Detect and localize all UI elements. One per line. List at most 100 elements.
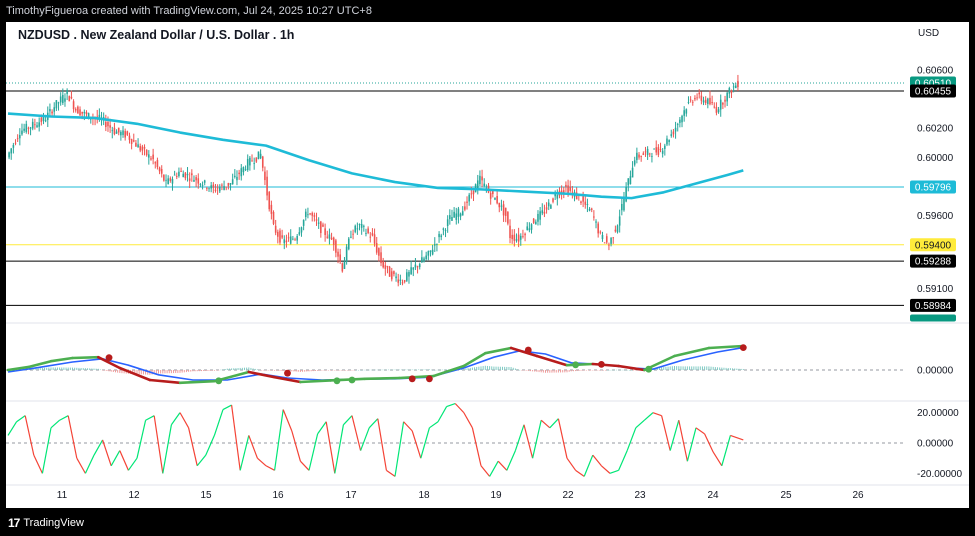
- macd-histogram-bar: [484, 365, 486, 370]
- candle-body: [664, 145, 666, 149]
- candle-body: [66, 89, 68, 94]
- price-axis-label-box: [910, 180, 956, 194]
- candle-body: [201, 185, 204, 186]
- macd-histogram-bar: [175, 370, 177, 373]
- macd-histogram-bar: [216, 370, 218, 371]
- macd-cross-dot[interactable]: [215, 377, 223, 385]
- macd-cross-dot[interactable]: [524, 346, 532, 354]
- macd-histogram-bar: [405, 369, 407, 371]
- macd-histogram-bar: [669, 366, 671, 370]
- macd-histogram-bar: [626, 369, 628, 371]
- macd-histogram-bar: [244, 367, 245, 370]
- macd-cross-dot[interactable]: [105, 354, 113, 361]
- macd-histogram-bar: [106, 370, 108, 371]
- macd-cross-dot[interactable]: [645, 365, 653, 373]
- macd-histogram-bar: [706, 366, 708, 370]
- candle-body: [436, 244, 438, 245]
- candle-body: [627, 178, 630, 186]
- macd-line-segment: [462, 351, 487, 368]
- macd-cross-dot[interactable]: [333, 377, 341, 385]
- candle-body: [283, 239, 286, 244]
- macd-histogram-bar: [525, 370, 527, 371]
- candle-body: [507, 212, 509, 224]
- macd-line-segment: [273, 375, 302, 384]
- candle-body: [375, 243, 378, 253]
- oscillator-line-segment: [506, 450, 516, 471]
- candle-body: [249, 157, 251, 166]
- macd-cross-dot[interactable]: [598, 361, 605, 368]
- macd-cross-dot[interactable]: [739, 344, 747, 351]
- candle-body: [365, 233, 367, 234]
- macd-histogram-bar: [291, 370, 293, 372]
- oscillator-line-segment: [222, 404, 232, 411]
- candle-body: [264, 171, 266, 181]
- macd-cross-dot[interactable]: [426, 375, 433, 383]
- candle-body: [728, 88, 731, 94]
- oscillator-line-segment: [540, 419, 551, 429]
- macd-line-segment: [363, 376, 401, 381]
- candle-body: [378, 248, 380, 256]
- chart-panel[interactable]: USD 0.60600 0.60200 0.60000 0.59600 0.59100 0.…: [6, 22, 969, 508]
- candle-body: [34, 124, 36, 126]
- candle-body: [431, 249, 434, 255]
- macd-histogram-bar: [46, 367, 48, 370]
- candle-body: [199, 183, 202, 185]
- candle-body: [111, 130, 114, 132]
- candle-body: [453, 211, 455, 218]
- moving-average-line[interactable]: [7, 112, 744, 200]
- macd-histogram-bar: [628, 369, 630, 371]
- candle-body: [143, 147, 146, 149]
- candle-body: [730, 90, 733, 93]
- macd-histogram-bar: [570, 370, 572, 372]
- candle-body: [724, 99, 726, 102]
- oscillator-line-segment: [317, 421, 327, 435]
- macd-histogram-bar: [338, 370, 340, 371]
- candle-body: [373, 234, 376, 244]
- candle-body: [294, 239, 296, 241]
- macd-histogram-bar: [325, 370, 327, 371]
- candle-body: [70, 96, 73, 99]
- macd-histogram-bar: [396, 369, 398, 371]
- chart-canvas[interactable]: USD 0.60600 0.60200 0.60000 0.59600 0.59100 0.…: [6, 22, 969, 508]
- symbol-title[interactable]: NZDUSD . New Zealand Dollar / U.S. Dolla…: [18, 28, 295, 42]
- macd-histogram-bar: [252, 368, 254, 370]
- macd-histogram-bar: [388, 369, 390, 371]
- candle-body: [130, 139, 133, 144]
- macd-cross-dot[interactable]: [284, 369, 291, 377]
- macd-histogram-bar: [349, 370, 351, 371]
- macd-histogram-bar: [736, 368, 738, 370]
- candle-body: [109, 125, 111, 128]
- tradingview-logo[interactable]: 17 TradingView: [8, 516, 84, 530]
- candle-body: [629, 176, 632, 185]
- oscillator-line-segment: [471, 427, 482, 466]
- macd-cross-dot[interactable]: [572, 361, 579, 369]
- macd-histogram-bar: [729, 368, 731, 370]
- candle-body: [668, 140, 670, 143]
- candle-body: [77, 106, 79, 114]
- macd-histogram-bar: [719, 367, 721, 370]
- candle-body: [74, 109, 77, 111]
- macd-histogram-bar: [674, 366, 675, 370]
- candle-body: [62, 94, 64, 104]
- macd-line-segment: [483, 346, 513, 355]
- macd-histogram-bar: [633, 370, 635, 371]
- oscillator-line-segment: [239, 435, 250, 471]
- macd-signal-line[interactable]: [7, 346, 744, 381]
- macd-cross-dot[interactable]: [408, 375, 416, 383]
- oscillator-line-segment: [652, 412, 662, 417]
- macd-histogram-bar: [61, 367, 63, 370]
- oscillator-line-segment: [446, 402, 456, 408]
- macd-histogram-bar: [110, 370, 112, 372]
- candle-body: [470, 193, 473, 195]
- macd-histogram-bar: [476, 366, 478, 370]
- macd-histogram-bar: [203, 370, 205, 372]
- candle-body: [661, 150, 664, 154]
- price-tick-label: 0.60200: [917, 124, 954, 135]
- macd-histogram-bar: [426, 369, 428, 370]
- macd-histogram-bar: [523, 370, 525, 371]
- oscillator-line-segment: [609, 469, 619, 474]
- macd-histogram-bar: [78, 367, 80, 370]
- macd-cross-dot[interactable]: [348, 376, 356, 384]
- candle-body: [638, 154, 640, 158]
- candle-body: [59, 96, 62, 103]
